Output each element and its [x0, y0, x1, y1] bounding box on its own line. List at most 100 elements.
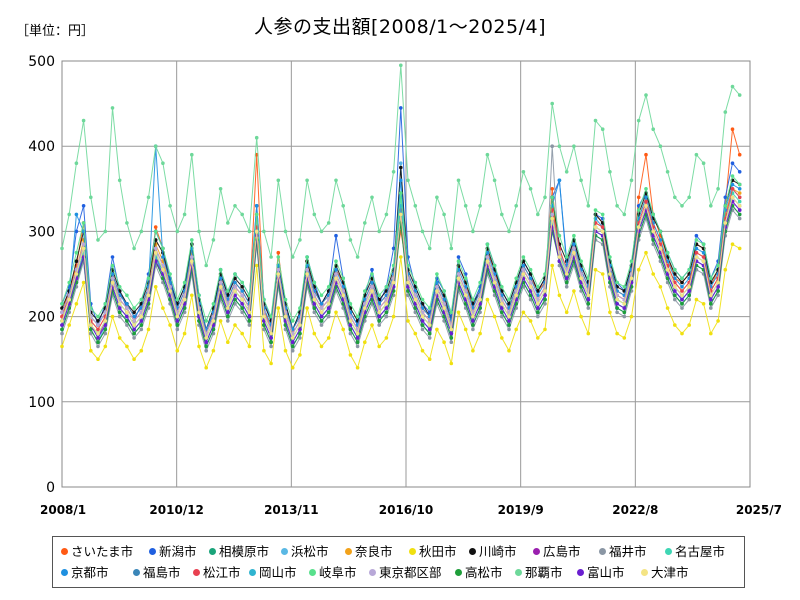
data-point	[283, 229, 288, 234]
legend-marker	[133, 569, 140, 576]
data-point	[125, 306, 129, 310]
data-point	[456, 276, 461, 281]
data-point	[716, 187, 720, 191]
data-point	[557, 233, 562, 238]
data-point	[427, 327, 432, 332]
data-point	[146, 293, 151, 298]
y-tick-label: 500	[28, 54, 55, 70]
data-point	[644, 187, 648, 191]
data-point	[564, 170, 569, 174]
data-point	[579, 178, 583, 183]
data-point	[536, 314, 540, 319]
data-point	[723, 204, 728, 208]
data-point	[355, 336, 360, 340]
data-point	[384, 212, 389, 217]
data-point	[117, 336, 122, 340]
data-point	[701, 259, 706, 264]
data-point	[233, 272, 237, 276]
data-point	[254, 135, 259, 140]
data-point	[413, 331, 418, 336]
data-point	[182, 306, 187, 310]
data-point	[737, 152, 742, 157]
data-point	[456, 255, 461, 259]
data-point	[593, 118, 598, 123]
legend-label: 高松市	[465, 565, 503, 580]
data-point	[399, 161, 403, 165]
data-point	[543, 293, 547, 298]
data-point	[370, 280, 374, 285]
data-point	[442, 212, 446, 217]
data-point	[427, 323, 432, 327]
data-point	[564, 255, 569, 259]
data-point	[117, 302, 122, 306]
data-point	[384, 285, 389, 289]
data-point	[153, 229, 158, 234]
data-point	[442, 340, 446, 345]
legend-marker	[61, 569, 68, 576]
data-point	[485, 255, 490, 259]
legend-marker	[515, 569, 522, 576]
data-point	[413, 289, 418, 293]
data-point	[737, 199, 742, 204]
data-point	[204, 344, 208, 349]
legend-marker	[281, 548, 288, 555]
data-point	[521, 310, 526, 315]
data-point	[636, 208, 641, 212]
data-point	[197, 344, 201, 349]
data-point	[218, 267, 223, 272]
data-point	[355, 340, 360, 345]
data-point	[572, 246, 576, 251]
data-point	[651, 127, 655, 131]
data-point	[680, 302, 684, 306]
data-point	[673, 323, 677, 327]
data-point	[521, 170, 526, 174]
data-point	[233, 289, 237, 293]
legend-item: 福島市	[133, 565, 181, 581]
data-point	[341, 293, 346, 298]
data-point	[687, 285, 691, 289]
data-point	[550, 195, 554, 200]
data-point	[716, 293, 720, 298]
legend-marker	[599, 548, 606, 555]
data-point	[132, 246, 136, 251]
data-point	[435, 289, 439, 293]
data-point	[500, 285, 504, 289]
legend-label: 広島市	[543, 544, 581, 559]
data-point	[312, 331, 317, 336]
data-point	[218, 280, 223, 285]
data-point	[305, 178, 309, 183]
data-point	[74, 229, 79, 234]
data-point	[377, 319, 382, 323]
legend-marker	[455, 569, 462, 576]
data-point	[658, 246, 663, 251]
data-point	[125, 319, 129, 323]
data-point	[463, 293, 468, 298]
data-point	[240, 302, 244, 306]
data-point	[384, 336, 389, 340]
legend-item: 富山市	[577, 565, 625, 581]
data-point	[326, 285, 331, 289]
legend-marker	[369, 569, 376, 576]
data-point	[96, 331, 100, 336]
data-point	[406, 319, 410, 323]
data-point	[500, 314, 504, 319]
data-point	[651, 212, 655, 217]
data-point	[168, 272, 172, 276]
data-point	[507, 314, 511, 319]
data-point	[204, 340, 208, 345]
data-point	[636, 195, 641, 200]
data-point	[673, 285, 677, 289]
data-point	[312, 212, 317, 217]
data-point	[377, 293, 382, 298]
data-point	[240, 289, 244, 293]
legend-marker	[641, 569, 648, 576]
data-point	[254, 212, 259, 217]
data-point	[536, 336, 540, 340]
data-point	[132, 327, 136, 332]
data-point	[586, 306, 591, 310]
data-point	[81, 246, 86, 251]
data-point	[125, 323, 129, 327]
data-point	[572, 289, 576, 293]
data-point	[276, 306, 281, 310]
data-point	[564, 276, 569, 281]
